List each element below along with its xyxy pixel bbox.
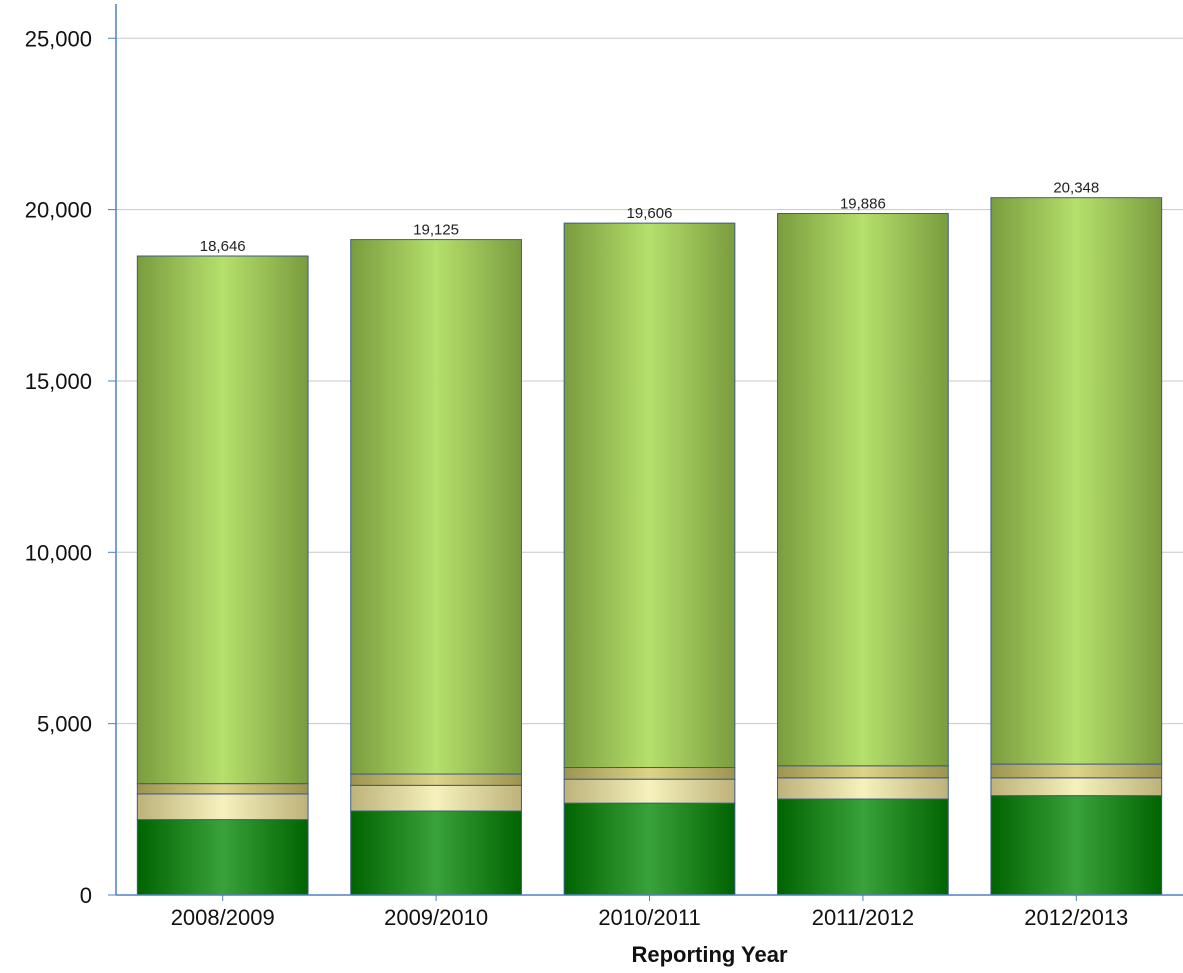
bar-segment-2009-2010-series-3 (350, 773, 522, 786)
x-axis-title: Reporting Year (631, 942, 788, 967)
bar-segment-2008-2009-series-4 (136, 255, 309, 785)
x-tick-label: 2009/2010 (384, 905, 488, 930)
total-label: 19,886 (840, 196, 886, 213)
bar-segment-2009-2010-series-4 (350, 239, 522, 775)
bar-segment-2010-2011-series-3 (563, 767, 736, 780)
bar-segment-2011-2012-series-2 (777, 777, 949, 800)
bar-segment-2008-2009-series-2 (136, 793, 309, 821)
x-tick-label: 2012/2013 (1024, 905, 1128, 930)
bar-segment-2008-2009-series-3 (136, 783, 309, 795)
total-label: 20,348 (1053, 180, 1099, 197)
y-tick-label: 15,000 (25, 369, 92, 394)
bar-segment-2010-2011-series-2 (563, 778, 736, 804)
x-tick-label: 2011/2012 (812, 905, 914, 930)
bars (136, 197, 1163, 896)
labels: 0 5,000 10,000 15,000 20,000 25,000 18,646 2008… (25, 26, 1129, 967)
bar-segment-2012-2013-series-3 (990, 763, 1163, 779)
bar-segment-2008-2009-series-1 (136, 819, 309, 896)
bar-segment-2009-2010-series-2 (350, 784, 522, 812)
y-tick-label: 25,000 (25, 26, 92, 51)
y-tick-label: 10,000 (25, 540, 92, 565)
x-tick-label: 2008/2009 (171, 905, 275, 930)
y-tick-label: 0 (80, 883, 92, 908)
axes (108, 4, 1183, 901)
y-tick-label: 5,000 (37, 712, 92, 737)
x-tick-label: 2010/2011 (598, 905, 700, 930)
bar-segment-2012-2013-series-1 (990, 795, 1163, 896)
total-label: 19,606 (627, 205, 673, 222)
bar-segment-2012-2013-series-4 (990, 197, 1163, 765)
bar-segment-2012-2013-series-2 (990, 777, 1163, 797)
bar-segment-2011-2012-series-1 (777, 798, 949, 896)
y-tick-label: 20,000 (25, 198, 92, 223)
bar-segment-2010-2011-series-1 (563, 802, 736, 896)
bar-segment-2011-2012-series-4 (777, 213, 949, 767)
total-label: 19,125 (413, 222, 459, 239)
bar-segment-2009-2010-series-1 (350, 810, 522, 896)
bar-segment-2010-2011-series-4 (563, 222, 736, 769)
bar-segment-2011-2012-series-3 (777, 765, 949, 779)
total-label: 18,646 (200, 238, 246, 255)
